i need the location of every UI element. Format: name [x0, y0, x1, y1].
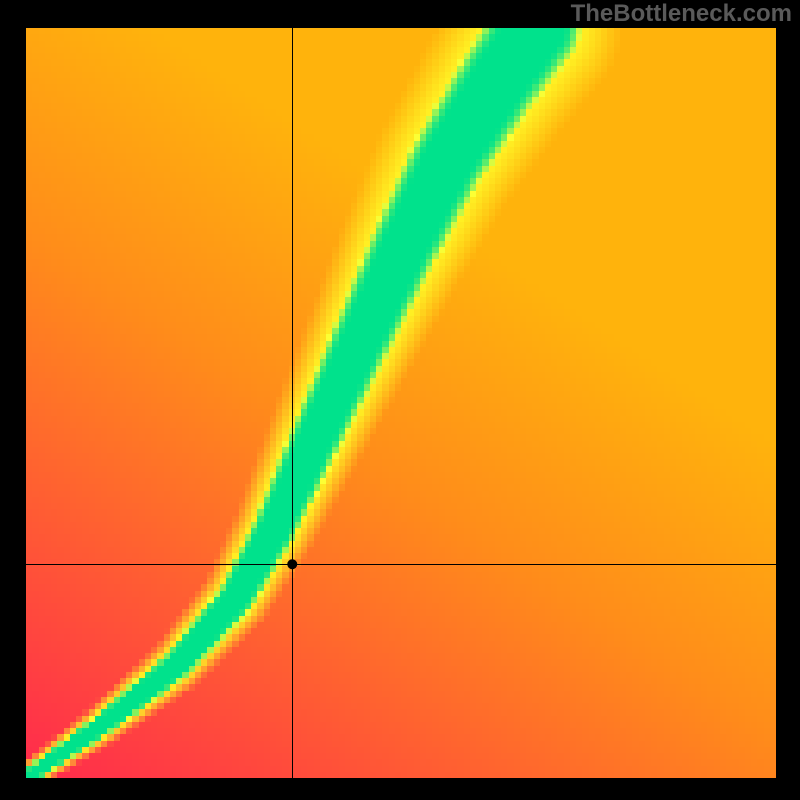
root: TheBottleneck.com	[0, 0, 800, 800]
marker-dot-circle	[287, 559, 297, 569]
marker-dot	[0, 0, 800, 800]
watermark-text: TheBottleneck.com	[571, 0, 792, 28]
